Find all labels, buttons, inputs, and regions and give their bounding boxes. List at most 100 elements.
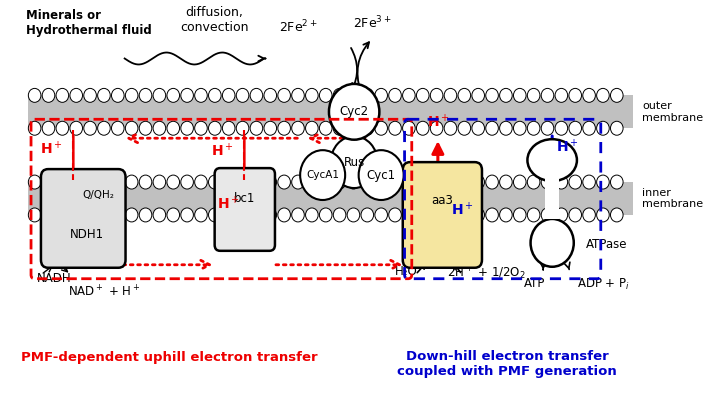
Circle shape	[513, 88, 526, 102]
Circle shape	[292, 175, 304, 189]
Circle shape	[56, 175, 68, 189]
Circle shape	[347, 121, 360, 135]
Circle shape	[319, 121, 332, 135]
Circle shape	[28, 121, 41, 135]
Text: aa3: aa3	[431, 194, 453, 207]
Circle shape	[112, 121, 124, 135]
Text: H₂O: H₂O	[395, 265, 418, 278]
Circle shape	[472, 88, 484, 102]
Circle shape	[264, 88, 277, 102]
Circle shape	[70, 121, 83, 135]
Circle shape	[306, 88, 318, 102]
Circle shape	[597, 88, 609, 102]
Text: NDH1: NDH1	[70, 228, 104, 241]
Circle shape	[569, 88, 582, 102]
Text: 2Fe$^{2+}$: 2Fe$^{2+}$	[279, 19, 318, 35]
Circle shape	[597, 175, 609, 189]
Circle shape	[126, 208, 138, 222]
Circle shape	[112, 175, 124, 189]
Circle shape	[389, 175, 401, 189]
Text: PMF-dependent uphill electron transfer: PMF-dependent uphill electron transfer	[21, 351, 318, 364]
Circle shape	[139, 121, 152, 135]
Circle shape	[181, 88, 193, 102]
Text: H$^+$: H$^+$	[40, 140, 63, 157]
Circle shape	[70, 208, 83, 222]
Circle shape	[28, 88, 41, 102]
Circle shape	[319, 175, 332, 189]
Circle shape	[237, 121, 249, 135]
Circle shape	[527, 88, 540, 102]
Circle shape	[97, 175, 110, 189]
Circle shape	[292, 121, 304, 135]
Text: outer
membrane: outer membrane	[642, 101, 703, 123]
Circle shape	[500, 88, 513, 102]
Circle shape	[527, 121, 540, 135]
Text: CycA1: CycA1	[306, 170, 339, 180]
Circle shape	[500, 208, 513, 222]
Circle shape	[582, 121, 595, 135]
Circle shape	[555, 175, 568, 189]
Circle shape	[250, 208, 263, 222]
Circle shape	[56, 121, 68, 135]
Circle shape	[250, 121, 263, 135]
Text: ADP + P$_i$: ADP + P$_i$	[578, 277, 630, 292]
Circle shape	[347, 175, 360, 189]
Circle shape	[417, 88, 429, 102]
Text: H$^+$: H$^+$	[217, 195, 240, 213]
Circle shape	[153, 88, 166, 102]
Circle shape	[222, 175, 235, 189]
Text: 2H$^+$ + 1/2O$_2$: 2H$^+$ + 1/2O$_2$	[447, 265, 525, 282]
Ellipse shape	[531, 219, 574, 267]
Circle shape	[306, 175, 318, 189]
Circle shape	[70, 88, 83, 102]
Circle shape	[181, 208, 193, 222]
Circle shape	[222, 88, 235, 102]
Circle shape	[278, 208, 290, 222]
Circle shape	[444, 208, 457, 222]
Circle shape	[319, 88, 332, 102]
Circle shape	[333, 175, 346, 189]
Circle shape	[513, 175, 526, 189]
Circle shape	[153, 121, 166, 135]
Circle shape	[139, 88, 152, 102]
Circle shape	[359, 150, 404, 200]
Circle shape	[264, 121, 277, 135]
Circle shape	[582, 175, 595, 189]
Circle shape	[181, 175, 193, 189]
FancyBboxPatch shape	[402, 162, 482, 268]
Text: Cyc1: Cyc1	[366, 169, 396, 181]
Bar	[28, 96, 633, 128]
Circle shape	[112, 208, 124, 222]
Circle shape	[582, 88, 595, 102]
Circle shape	[361, 121, 373, 135]
Circle shape	[264, 208, 277, 222]
Circle shape	[611, 175, 623, 189]
Circle shape	[208, 88, 221, 102]
Circle shape	[611, 121, 623, 135]
Circle shape	[361, 208, 373, 222]
Circle shape	[139, 208, 152, 222]
Circle shape	[250, 88, 263, 102]
Text: H$^+$: H$^+$	[211, 142, 234, 159]
Circle shape	[375, 208, 388, 222]
Circle shape	[458, 208, 471, 222]
Circle shape	[444, 175, 457, 189]
Circle shape	[361, 175, 373, 189]
Circle shape	[486, 121, 498, 135]
Text: inner
membrane: inner membrane	[642, 188, 703, 209]
Circle shape	[84, 208, 97, 222]
Circle shape	[402, 208, 415, 222]
Circle shape	[375, 88, 388, 102]
Circle shape	[333, 208, 346, 222]
Circle shape	[542, 121, 554, 135]
Bar	[545, 178, 559, 219]
Circle shape	[167, 208, 179, 222]
Text: Down-hill electron transfer
coupled with PMF generation: Down-hill electron transfer coupled with…	[397, 350, 617, 378]
Circle shape	[126, 175, 138, 189]
Circle shape	[500, 121, 513, 135]
Circle shape	[264, 175, 277, 189]
Circle shape	[555, 208, 568, 222]
Circle shape	[597, 121, 609, 135]
Circle shape	[361, 88, 373, 102]
Circle shape	[330, 136, 378, 188]
